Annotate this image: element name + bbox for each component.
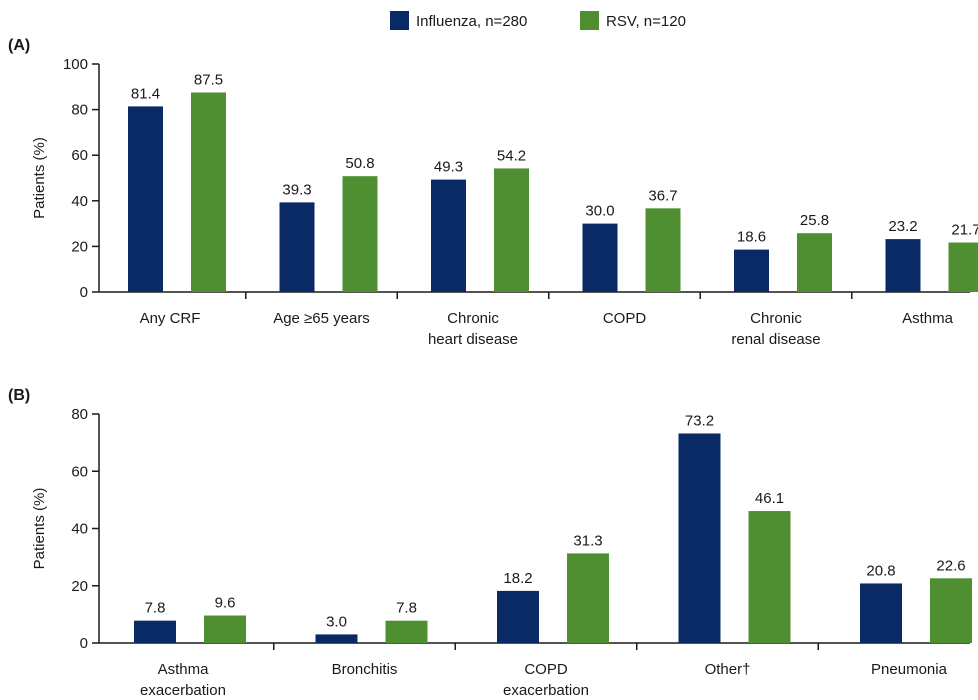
data-label: 18.2 <box>503 570 532 587</box>
bar <box>431 179 466 292</box>
x-tick-label: Chronic heart disease <box>428 310 518 348</box>
y-tick-label: 100 <box>63 56 88 73</box>
data-label: 9.6 <box>215 595 236 612</box>
data-label: 25.8 <box>800 212 829 229</box>
data-label: 36.7 <box>648 187 677 204</box>
data-label: 46.1 <box>755 490 784 507</box>
x-tick-label: COPD exacerbation <box>503 661 589 699</box>
legend: Influenza, n=280 RSV, n=120 <box>390 11 686 30</box>
y-tick-label: 60 <box>71 463 88 480</box>
data-label: 18.6 <box>737 229 766 246</box>
data-label: 54.2 <box>497 147 526 164</box>
x-tick-label: Any CRF <box>140 310 201 327</box>
panel-b: (B) Patients (%) 0 20 40 60 80 Asthma exacerbati… <box>8 387 972 699</box>
data-label: 20.8 <box>866 562 895 579</box>
y-tick-label: 80 <box>71 406 88 423</box>
bar <box>497 590 539 643</box>
x-tick-label: Pneumonia <box>871 661 948 678</box>
bar <box>645 208 681 292</box>
y-axis-title: Patients (%) <box>31 137 48 219</box>
bar <box>134 620 176 643</box>
bar <box>494 168 529 292</box>
data-label: 39.3 <box>282 181 311 198</box>
x-tick-label: Bronchitis <box>332 661 398 678</box>
data-label: 87.5 <box>194 72 223 89</box>
x-tick-label: Asthma <box>902 310 954 327</box>
bar <box>204 615 246 643</box>
data-label: 22.6 <box>936 557 965 574</box>
bar <box>885 239 921 292</box>
x-tick-label: Chronic renal disease <box>731 310 820 348</box>
bar <box>191 92 226 292</box>
data-label: 81.4 <box>131 85 160 102</box>
y-tick-label: 20 <box>71 578 88 595</box>
bar <box>342 176 378 292</box>
data-label: 49.3 <box>434 159 463 176</box>
data-label: 50.8 <box>345 155 374 172</box>
legend-label-rsv: RSV, n=120 <box>606 13 686 30</box>
panel-label: (B) <box>8 387 30 404</box>
y-tick-label: 60 <box>71 147 88 164</box>
panel-label: (A) <box>8 37 30 54</box>
bar <box>567 553 609 643</box>
x-tick-label: Asthma exacerbation <box>140 661 226 699</box>
bar <box>748 511 791 643</box>
data-label: 30.0 <box>585 203 614 220</box>
bar <box>930 578 972 643</box>
bar <box>734 249 769 292</box>
y-tick-label: 40 <box>71 521 88 538</box>
y-axis-title: Patients (%) <box>31 488 48 570</box>
x-tick-label: COPD <box>603 310 647 327</box>
legend-swatch-influenza <box>390 11 409 30</box>
x-tick-label: Other† <box>705 661 751 678</box>
y-tick-label: 0 <box>80 635 88 652</box>
y-tick-label: 0 <box>80 284 88 301</box>
x-tick-label: Age ≥65 years <box>273 310 370 327</box>
bar <box>315 634 358 643</box>
bar <box>797 233 832 292</box>
data-label: 73.2 <box>685 412 714 429</box>
bar <box>385 620 428 643</box>
data-label: 23.2 <box>888 218 917 235</box>
bar <box>582 223 618 292</box>
bar <box>128 106 163 293</box>
legend-swatch-rsv <box>580 11 599 30</box>
bar <box>860 583 902 643</box>
bar <box>279 202 315 292</box>
legend-label-influenza: Influenza, n=280 <box>416 13 527 30</box>
data-label: 7.8 <box>145 600 166 617</box>
y-tick-label: 40 <box>71 193 88 210</box>
data-label: 7.8 <box>396 600 417 617</box>
panel-a: (A) Patients (%) 0 20 40 60 80 100 Any CRF 81.4 87… <box>8 37 978 348</box>
y-tick-label: 80 <box>71 102 88 119</box>
data-label: 31.3 <box>573 532 602 549</box>
y-tick-label: 20 <box>71 238 88 255</box>
data-label: 3.0 <box>326 613 347 630</box>
bar <box>948 242 978 292</box>
data-label: 21.7 <box>951 222 978 239</box>
bar <box>678 433 721 643</box>
